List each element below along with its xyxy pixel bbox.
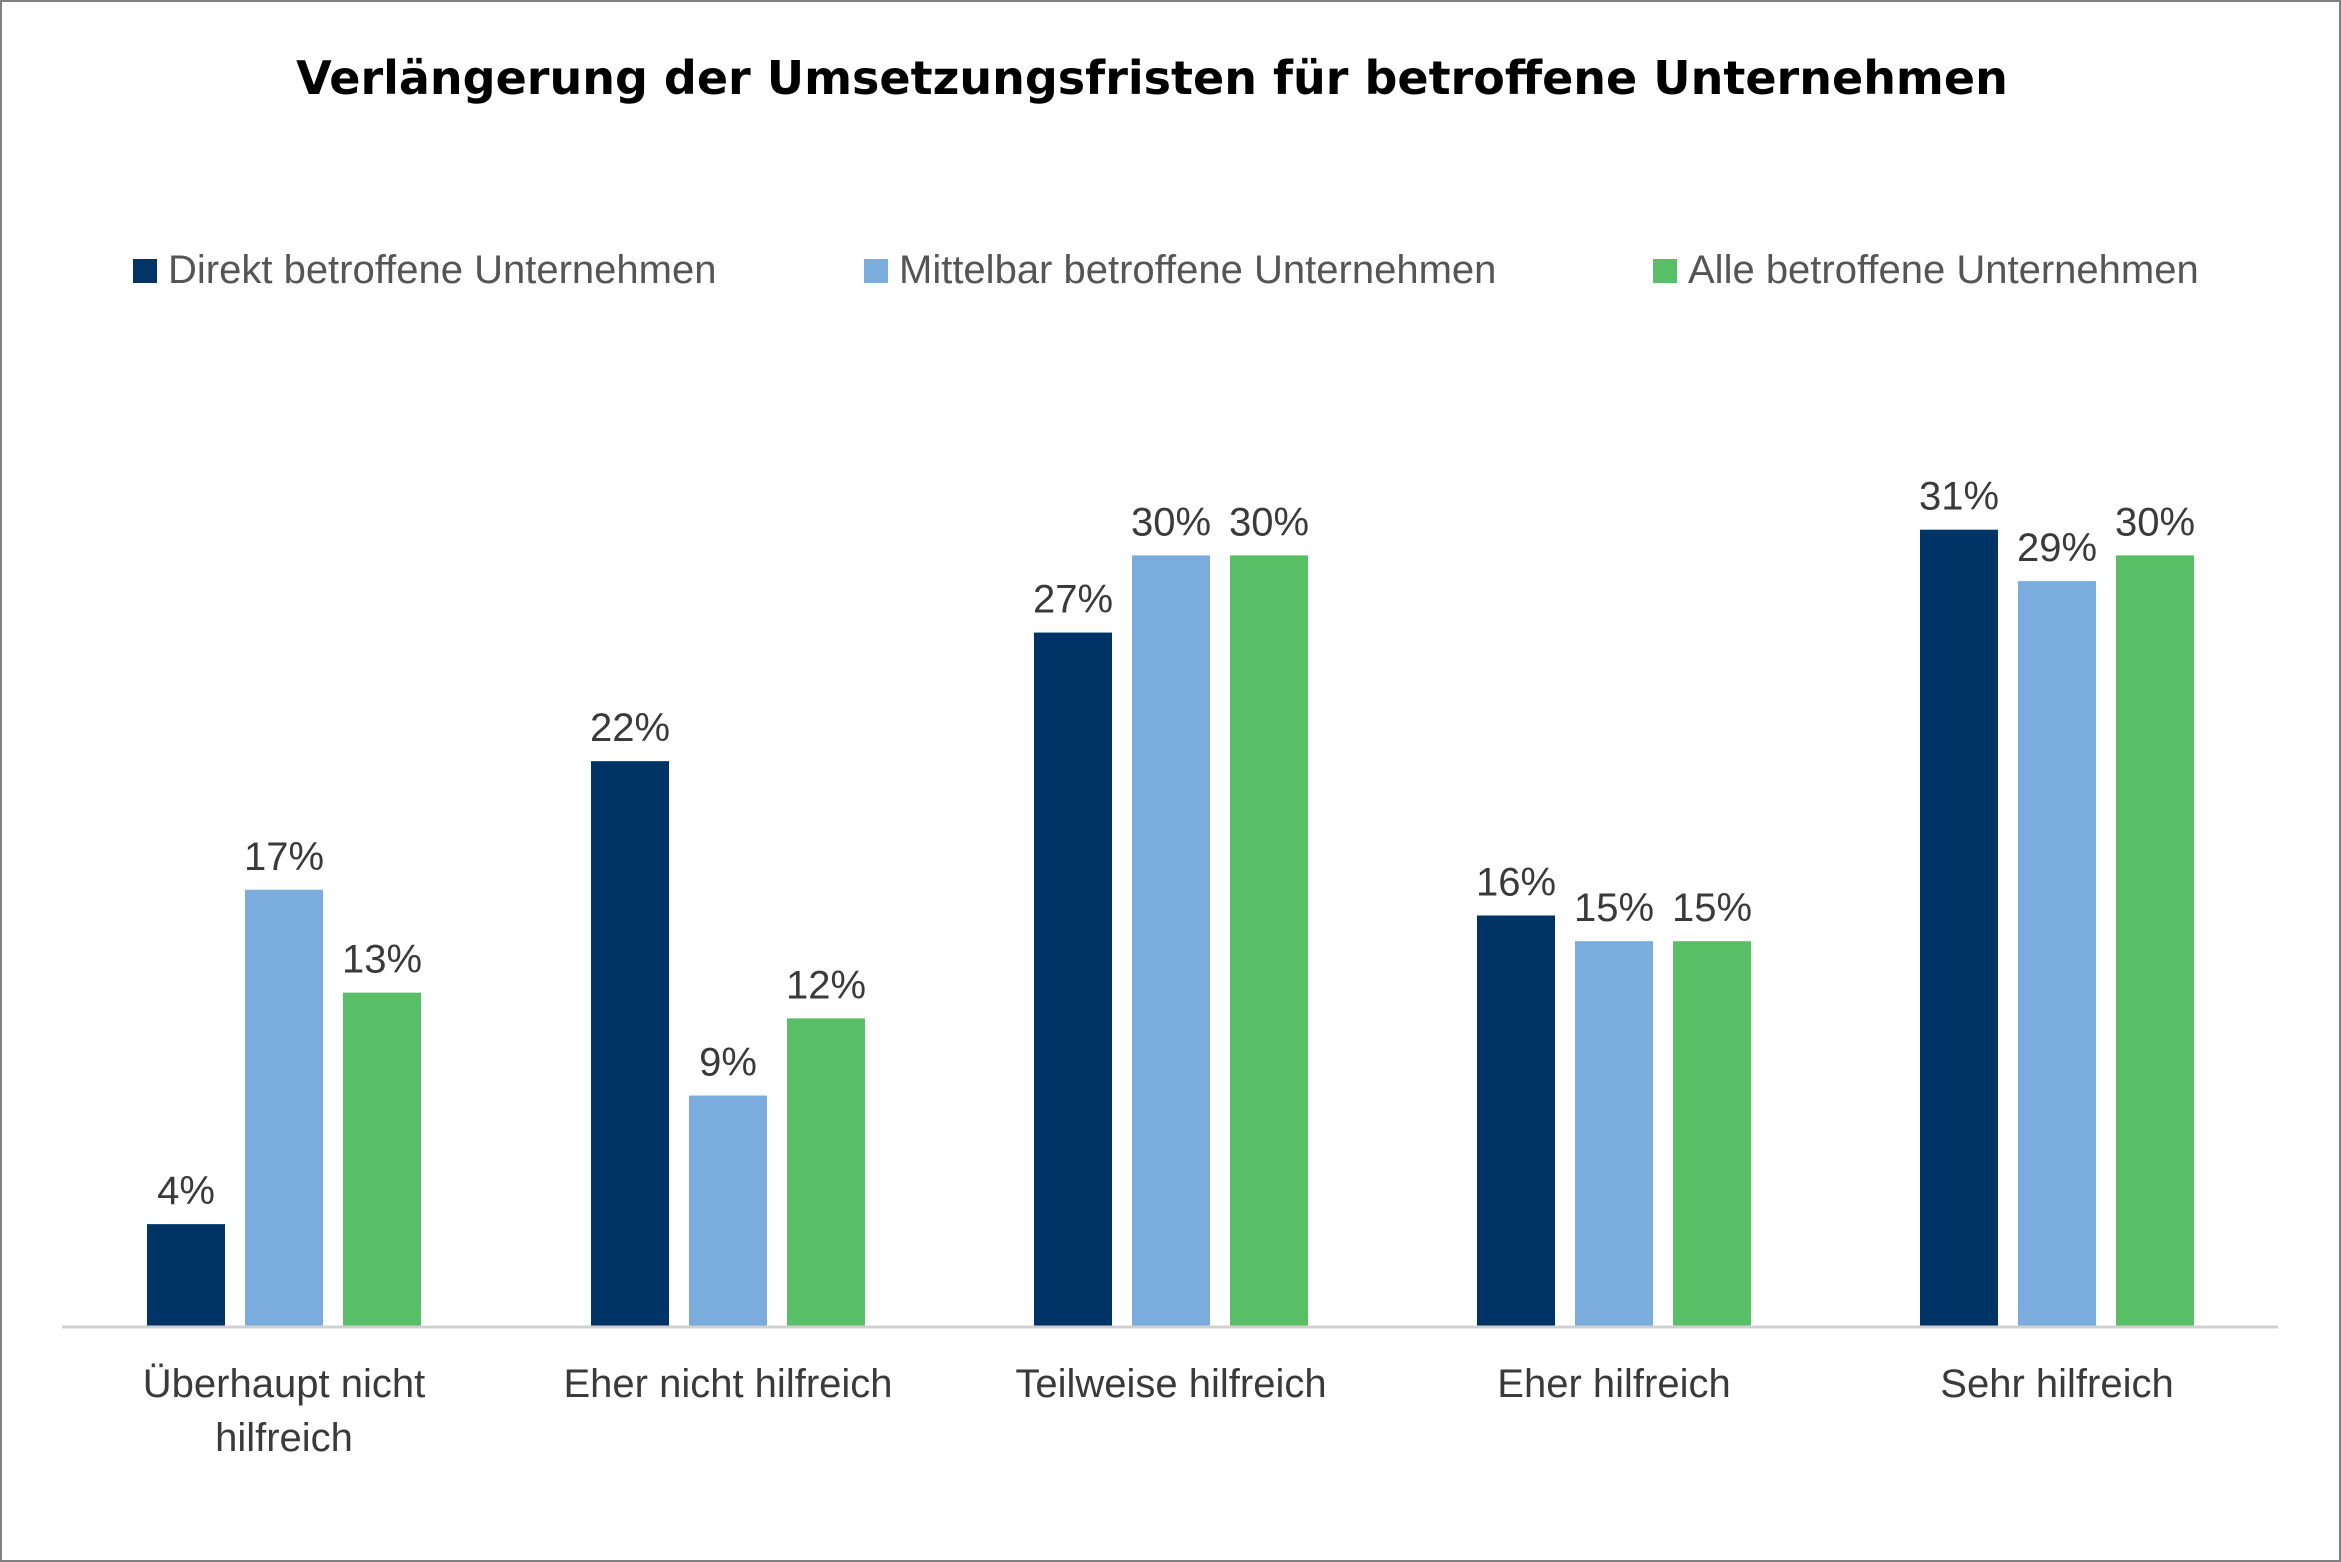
value-label-series1-cat3: 27%: [1033, 578, 1113, 622]
value-label-series2-cat4: 15%: [1574, 886, 1654, 930]
value-label-series2-cat1: 17%: [244, 835, 324, 879]
x-axis-tick-labels: Überhaupt nicht hilfreich Eher nicht hilfr…: [143, 1362, 2174, 1460]
bar-series2-cat5: [2018, 581, 2096, 1327]
legend-label-1: Direkt betroffene Unternehmen: [168, 248, 716, 292]
x-tick-label-1-line2: hilfreich: [215, 1416, 353, 1460]
chart-title: Verlängerung der Umsetzungsfristen für b…: [296, 51, 2008, 105]
value-label-series2-cat3: 30%: [1131, 500, 1211, 544]
value-label-series1-cat4: 16%: [1476, 860, 1556, 904]
bar-series3-cat2: [787, 1018, 865, 1327]
bar-series1-cat2: [591, 761, 669, 1327]
x-tick-label-5: Sehr hilfreich: [1940, 1362, 2173, 1406]
value-label-series3-cat1: 13%: [342, 938, 422, 982]
x-tick-label-4: Eher hilfreich: [1497, 1362, 1730, 1406]
bar-series1-cat1: [147, 1224, 225, 1327]
bar-series1-cat5: [1920, 529, 1998, 1327]
value-label-series2-cat2: 9%: [699, 1041, 757, 1085]
value-labels: 4% 17% 13% 22% 9% 12% 27% 30% 30% 16% 15% 15% 31% 29%…: [157, 475, 2195, 1213]
bar-series3-cat3: [1230, 555, 1308, 1327]
x-tick-label-3: Teilweise hilfreich: [1015, 1362, 1326, 1406]
bar-series1-cat4: [1477, 915, 1555, 1327]
x-tick-label-2: Eher nicht hilfreich: [563, 1362, 892, 1406]
bar-series2-cat3: [1132, 555, 1210, 1327]
value-label-series3-cat3: 30%: [1229, 500, 1309, 544]
legend-swatch-3: [1653, 259, 1677, 283]
legend-swatch-2: [864, 259, 888, 283]
bar-series2-cat1: [245, 889, 323, 1327]
bar-series2-cat2: [689, 1095, 767, 1327]
bar-group: [147, 529, 2194, 1327]
bar-series1-cat3: [1034, 632, 1112, 1327]
value-label-series3-cat2: 12%: [786, 963, 866, 1007]
bar-series3-cat5: [2116, 555, 2194, 1327]
legend-label-3: Alle betroffene Unternehmen: [1688, 248, 2199, 292]
value-label-series2-cat5: 29%: [2017, 526, 2097, 570]
value-label-series3-cat5: 30%: [2115, 500, 2195, 544]
chart-legend: Direkt betroffene Unternehmen Mittelbar b…: [133, 248, 2199, 292]
value-label-series1-cat2: 22%: [590, 706, 670, 750]
x-tick-label-1-line1: Überhaupt nicht: [143, 1362, 425, 1406]
value-label-series1-cat5: 31%: [1919, 475, 1999, 519]
legend-swatch-1: [133, 259, 157, 283]
legend-label-2: Mittelbar betroffene Unternehmen: [899, 248, 1496, 292]
value-label-series1-cat1: 4%: [157, 1169, 215, 1213]
bar-series2-cat4: [1575, 941, 1653, 1327]
bar-series3-cat1: [343, 992, 421, 1327]
bar-series3-cat4: [1673, 941, 1751, 1327]
value-label-series3-cat4: 15%: [1672, 886, 1752, 930]
